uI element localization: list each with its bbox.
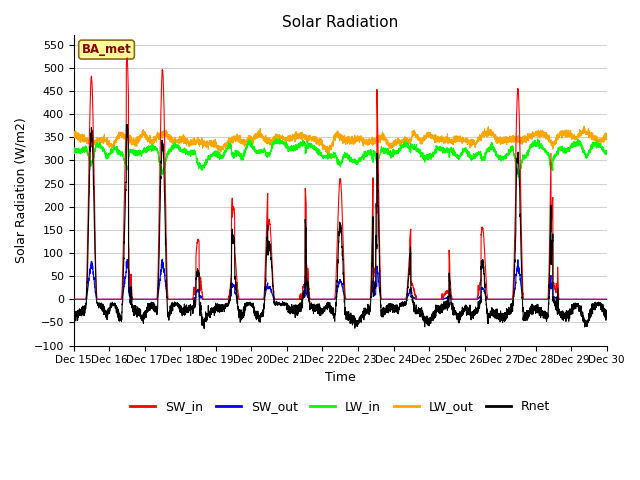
- Legend: SW_in, SW_out, LW_in, LW_out, Rnet: SW_in, SW_out, LW_in, LW_out, Rnet: [125, 396, 556, 418]
- Title: Solar Radiation: Solar Radiation: [282, 15, 398, 30]
- Y-axis label: Solar Radiation (W/m2): Solar Radiation (W/m2): [15, 118, 28, 264]
- Text: BA_met: BA_met: [82, 43, 131, 56]
- X-axis label: Time: Time: [325, 371, 356, 384]
